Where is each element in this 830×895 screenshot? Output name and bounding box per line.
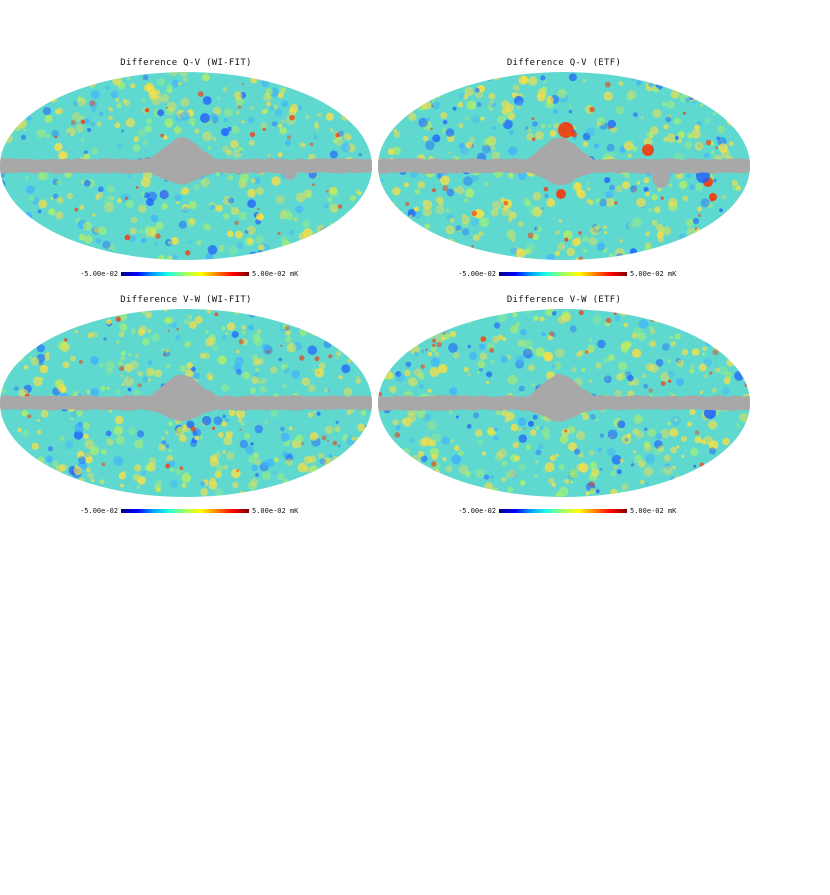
- sky-texture: [0, 309, 372, 497]
- colorbar-gradient: [121, 272, 249, 276]
- colorbar-max-label: 5.00e-02 mK: [630, 507, 677, 515]
- colorbar-max-label: 5.00e-02 mK: [252, 507, 299, 515]
- panel-title: Difference V-W (WI-FIT): [120, 295, 252, 305]
- colorbar: -5.00e-02 5.00e-02 mK: [0, 505, 372, 519]
- colorbar-min-label: -5.00e-02: [80, 507, 118, 515]
- mollweide-map: [0, 72, 372, 260]
- panel-vw-etf: Difference V-W (ETF) -5.00e-02 5.00e-02 …: [378, 295, 750, 525]
- colorbar: -5.00e-02 5.00e-02 mK: [378, 505, 750, 519]
- colorbar: -5.00e-02 5.00e-02 mK: [378, 268, 750, 282]
- colorbar: -5.00e-02 5.00e-02 mK: [0, 268, 372, 282]
- mollweide-map: [378, 72, 750, 260]
- mollweide-map: [0, 309, 372, 497]
- colorbar-min-label: -5.00e-02: [458, 270, 496, 278]
- panel-vw-wifit: Difference V-W (WI-FIT) -5.00e-02 5.00e-…: [0, 295, 372, 525]
- panel-title: Difference Q-V (ETF): [506, 58, 622, 68]
- colorbar-max-label: 5.00e-02 mK: [252, 270, 299, 278]
- galactic-plane-mask: [0, 374, 372, 422]
- galactic-plane-mask: [378, 373, 750, 422]
- sky-texture: [378, 72, 750, 260]
- colorbar-gradient: [499, 509, 627, 513]
- galactic-plane-mask: [0, 136, 372, 185]
- panel-qv-etf: Difference Q-V (ETF) -5.00e-02 5.00e-02 …: [378, 58, 750, 288]
- galactic-plane-mask: [378, 137, 750, 186]
- panel-title: Difference Q-V (WI-FIT): [120, 58, 252, 68]
- panel-qv-wifit: Difference Q-V (WI-FIT) -5.00e-02 5.00e-…: [0, 58, 372, 288]
- mollweide-map: [378, 309, 750, 497]
- colorbar-max-label: 5.00e-02 mK: [630, 270, 677, 278]
- colorbar-gradient: [121, 509, 249, 513]
- colorbar-min-label: -5.00e-02: [80, 270, 118, 278]
- colorbar-min-label: -5.00e-02: [458, 507, 496, 515]
- sky-texture: [378, 309, 750, 497]
- panel-title: Difference V-W (ETF): [506, 295, 622, 305]
- colorbar-gradient: [499, 272, 627, 276]
- sky-texture: [0, 72, 372, 260]
